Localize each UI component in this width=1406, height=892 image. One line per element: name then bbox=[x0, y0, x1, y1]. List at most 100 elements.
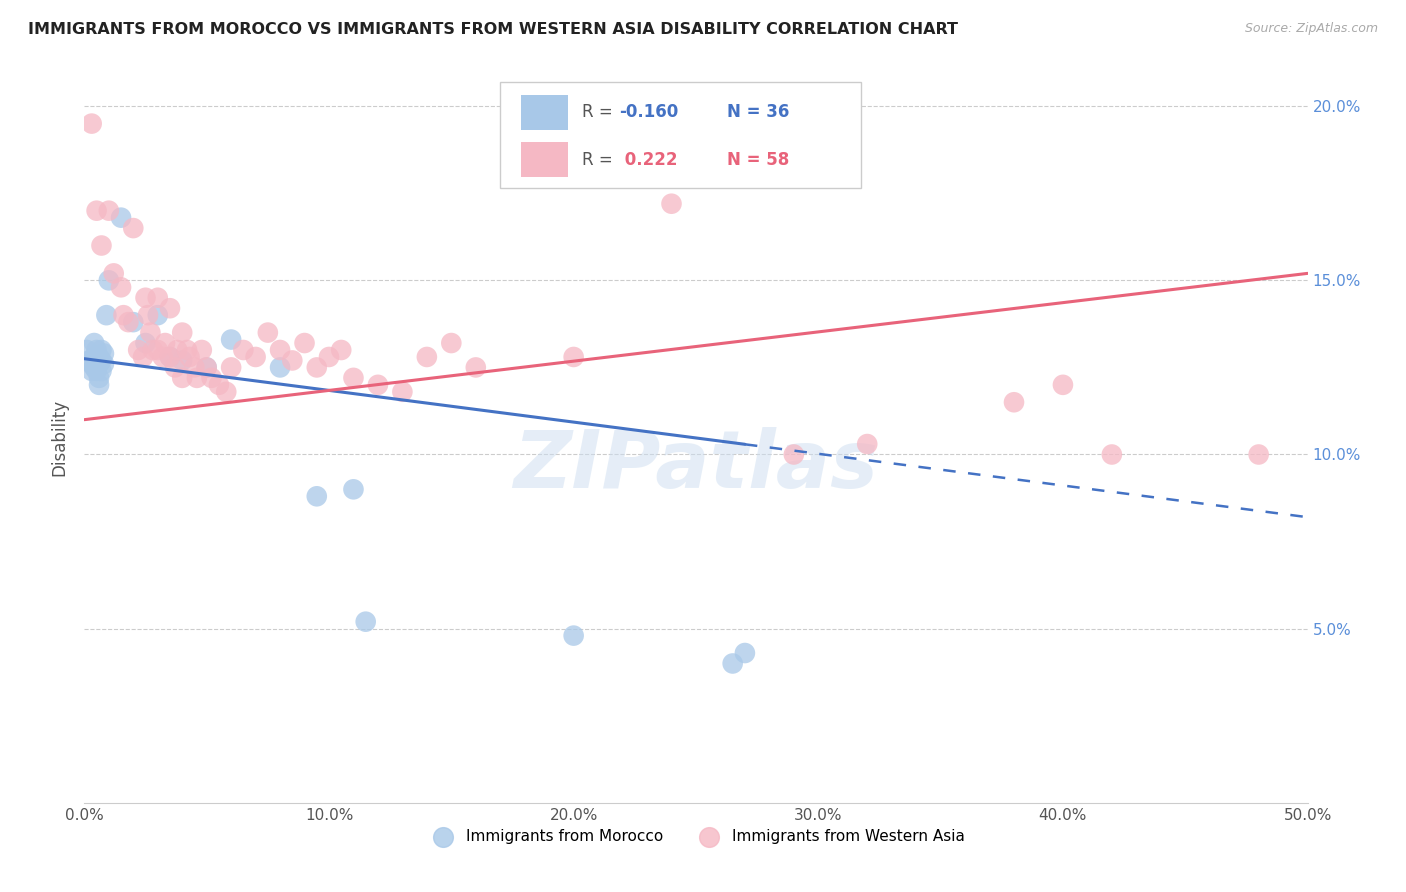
Text: IMMIGRANTS FROM MOROCCO VS IMMIGRANTS FROM WESTERN ASIA DISABILITY CORRELATION C: IMMIGRANTS FROM MOROCCO VS IMMIGRANTS FR… bbox=[28, 22, 957, 37]
Point bbox=[90, 353, 112, 368]
Point bbox=[117, 315, 139, 329]
Point bbox=[1247, 448, 1270, 462]
Point bbox=[191, 343, 214, 357]
Point bbox=[734, 646, 756, 660]
Text: -0.160: -0.160 bbox=[619, 103, 678, 121]
Text: ZIPatlas: ZIPatlas bbox=[513, 427, 879, 506]
Point bbox=[146, 308, 169, 322]
Point bbox=[87, 377, 110, 392]
Point bbox=[166, 343, 188, 357]
Point bbox=[142, 343, 165, 357]
Point bbox=[562, 629, 585, 643]
Point bbox=[562, 350, 585, 364]
Point bbox=[86, 364, 108, 378]
Point bbox=[305, 360, 328, 375]
Point bbox=[103, 266, 125, 280]
Text: 0.222: 0.222 bbox=[619, 151, 678, 169]
Point bbox=[153, 336, 176, 351]
Point bbox=[90, 238, 112, 252]
Point bbox=[86, 353, 108, 368]
Point bbox=[200, 371, 222, 385]
Point bbox=[135, 336, 157, 351]
Text: N = 36: N = 36 bbox=[727, 103, 789, 121]
Point bbox=[195, 360, 218, 375]
Point bbox=[195, 360, 218, 375]
Text: Source: ZipAtlas.com: Source: ZipAtlas.com bbox=[1244, 22, 1378, 36]
Point bbox=[86, 203, 108, 218]
Bar bbox=[522, 143, 568, 178]
Point bbox=[110, 211, 132, 225]
Point bbox=[440, 336, 463, 351]
Y-axis label: Disability: Disability bbox=[51, 399, 69, 475]
Point bbox=[80, 357, 103, 371]
Text: R =: R = bbox=[582, 103, 619, 121]
Point bbox=[127, 343, 149, 357]
Point bbox=[139, 326, 162, 340]
Point bbox=[186, 371, 208, 385]
Point bbox=[342, 483, 364, 497]
Point bbox=[215, 384, 238, 399]
Point bbox=[172, 353, 194, 368]
Point bbox=[172, 326, 194, 340]
Point bbox=[122, 315, 145, 329]
Point bbox=[183, 360, 205, 375]
Point bbox=[146, 291, 169, 305]
Point bbox=[83, 350, 105, 364]
Point bbox=[80, 364, 103, 378]
Point bbox=[219, 333, 242, 347]
Point bbox=[294, 336, 316, 351]
Point bbox=[367, 377, 389, 392]
Point bbox=[93, 346, 115, 360]
Point bbox=[208, 377, 231, 392]
Point bbox=[86, 343, 108, 357]
Point bbox=[318, 350, 340, 364]
Point bbox=[219, 360, 242, 375]
Point bbox=[135, 291, 157, 305]
Point bbox=[281, 353, 304, 368]
Point bbox=[269, 360, 291, 375]
Point bbox=[305, 489, 328, 503]
Point bbox=[97, 203, 120, 218]
Point bbox=[159, 350, 181, 364]
Point bbox=[87, 357, 110, 371]
Point bbox=[330, 343, 353, 357]
Point bbox=[90, 343, 112, 357]
Point bbox=[132, 350, 155, 364]
Point bbox=[416, 350, 439, 364]
Point bbox=[93, 357, 115, 371]
Point bbox=[110, 280, 132, 294]
Point bbox=[342, 371, 364, 385]
Point bbox=[83, 360, 105, 375]
Bar bbox=[522, 95, 568, 130]
Point bbox=[721, 657, 744, 671]
Point bbox=[1101, 448, 1123, 462]
Point bbox=[112, 308, 135, 322]
Point bbox=[172, 371, 194, 385]
Point bbox=[257, 326, 280, 340]
Point bbox=[159, 301, 181, 316]
Point bbox=[83, 336, 105, 351]
Point bbox=[90, 364, 112, 378]
Point bbox=[391, 384, 413, 399]
Point bbox=[783, 448, 806, 462]
Point bbox=[159, 350, 181, 364]
Point bbox=[146, 343, 169, 357]
Point bbox=[97, 273, 120, 287]
Point bbox=[354, 615, 377, 629]
Point bbox=[232, 343, 254, 357]
Point bbox=[661, 196, 683, 211]
Point bbox=[96, 308, 118, 322]
Text: N = 58: N = 58 bbox=[727, 151, 789, 169]
Point bbox=[136, 308, 159, 322]
Text: R =: R = bbox=[582, 151, 619, 169]
Point bbox=[122, 221, 145, 235]
Point bbox=[163, 360, 186, 375]
Point bbox=[245, 350, 267, 364]
Point bbox=[269, 343, 291, 357]
Point bbox=[1002, 395, 1025, 409]
Legend: Immigrants from Morocco, Immigrants from Western Asia: Immigrants from Morocco, Immigrants from… bbox=[422, 822, 970, 850]
Point bbox=[179, 350, 201, 364]
Point bbox=[76, 343, 98, 357]
Point bbox=[856, 437, 879, 451]
Point bbox=[77, 353, 100, 368]
